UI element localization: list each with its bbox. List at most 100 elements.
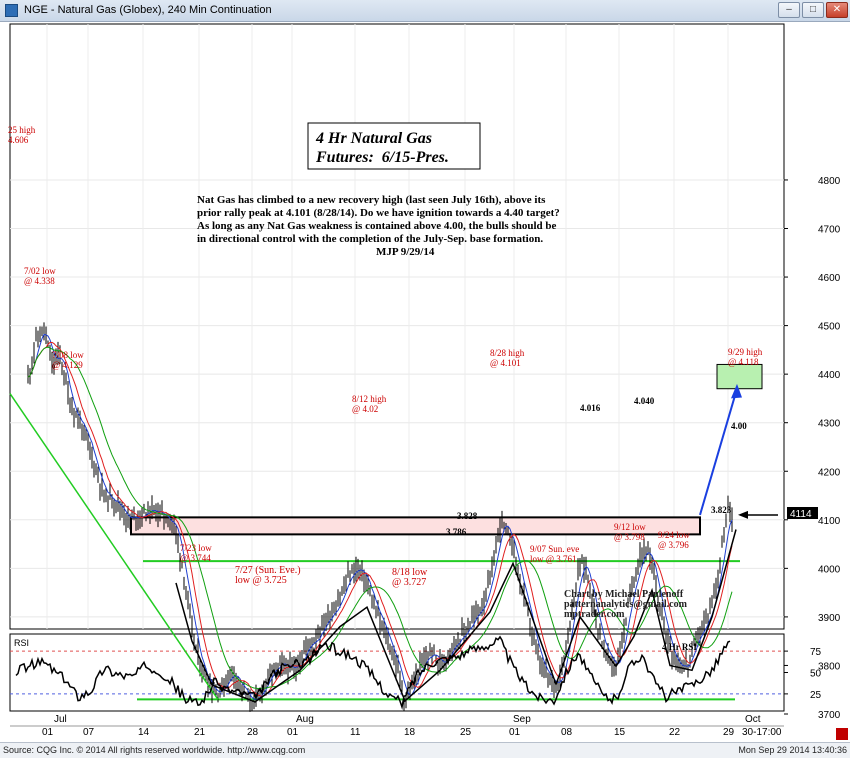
annotation-text: 3.828 (457, 511, 478, 521)
annotation-text: 8/12 high (352, 394, 387, 404)
commentary-line-2: prior rally peak at 4.101 (8/28/14). Do … (197, 207, 560, 219)
credit-line-2: patternanalytics@gmail.com (564, 599, 688, 610)
x-tick-label: 28 (247, 727, 259, 738)
annotation-text: 7/23 low (180, 543, 212, 553)
status-bar: Source: CQG Inc. © 2014 All rights reser… (0, 742, 850, 758)
x-tick-label: 01 (287, 727, 299, 738)
app-icon (5, 4, 18, 17)
annotation: 7/02 low@ 4.338 (24, 266, 56, 286)
scroll-right-icon[interactable] (836, 728, 848, 740)
x-tick-label: 18 (404, 727, 416, 738)
y-tick-label: 4000 (818, 564, 841, 575)
chart-title-line-1: 4 Hr Natural Gas (315, 130, 432, 147)
annotation-text: 4.606 (8, 135, 29, 145)
x-tick-label: 29 (723, 727, 735, 738)
y-axis: 4800 4700 4600 4500 4400 4300 4200 4100 4000 3900… (784, 176, 841, 721)
x-tick-label: 25 (460, 727, 472, 738)
rsi-series-label: 4 Hr RSI (662, 642, 697, 652)
annotation: 7/27 (Sun. Eve.)low @ 3.725 (235, 565, 301, 586)
x-month-label: Aug (296, 714, 314, 725)
y-tick-label: 3900 (818, 613, 841, 624)
window-titlebar: NGE - Natural Gas (Globex), 240 Min Cont… (0, 0, 850, 22)
close-button[interactable]: ✕ (826, 2, 848, 18)
x-tick-label: 07 (83, 727, 95, 738)
y-tick-label: 4800 (818, 176, 841, 187)
y-tick-label: 4500 (818, 322, 841, 333)
annotation-text: @ 4.129 (52, 360, 83, 370)
annotation-text: 7/27 (Sun. Eve.) (235, 565, 301, 576)
annotation: 8/28 high@ 4.101 (490, 348, 525, 368)
annotation: 9/12 low@ 3.798 (614, 522, 646, 542)
rsi-tick-label: 25 (810, 690, 822, 701)
annotation-text: 8/28 high (490, 348, 525, 358)
y-tick-label: 4600 (818, 273, 841, 284)
annotation: 8/12 high@ 4.02 (352, 394, 387, 414)
y-tick-label: 4400 (818, 370, 841, 381)
annotation-text: low @ 3.761 (530, 554, 577, 564)
annotation: 7/08 low@ 4.129 (52, 350, 84, 370)
commentary-line-1: Nat Gas has climbed to a new recovery hi… (197, 194, 546, 206)
annotation-text: 25 high (8, 125, 36, 135)
annotation-text: 9/12 low (614, 522, 646, 532)
ma-slow (27, 346, 733, 690)
rsi-tick-label: 50 (810, 669, 822, 680)
y-tick-label: 4100 (818, 516, 841, 527)
overlays (10, 363, 784, 701)
commentary-line-3: As long as any Nat Gas weakness is conta… (197, 220, 557, 232)
ma-medium (27, 341, 733, 697)
x-month-label: Jul (54, 714, 67, 725)
annotation-text: 7/02 low (24, 266, 56, 276)
annotation-text: 9/29 high (728, 347, 763, 357)
maximize-button[interactable]: □ (802, 2, 824, 18)
credit-line-3: mptrader.com (564, 609, 625, 620)
x-month-label: Oct (745, 714, 761, 725)
trendlines (9, 383, 778, 703)
chart-canvas: 4800 4700 4600 4500 4400 4300 4200 4100 4000 3900… (8, 23, 848, 740)
x-tick-label: 08 (561, 727, 573, 738)
pointer-arrow-icon (738, 510, 748, 519)
annotation: 4.016 (580, 403, 601, 413)
annotation-text: @ 3.798 (614, 532, 645, 542)
annotation: 4.00 (731, 421, 747, 431)
minimize-button[interactable]: – (778, 2, 800, 18)
x-tick-label: 01 (509, 727, 521, 738)
annotation-text: @ 3.727 (392, 577, 426, 588)
x-tick-label: 15 (614, 727, 626, 738)
annotation-text: 7/08 low (52, 350, 84, 360)
last-price-box (787, 507, 818, 520)
annotation: 4.040 (634, 396, 655, 406)
window-title: NGE - Natural Gas (Globex), 240 Min Cont… (24, 4, 272, 16)
annotation-text: 8/18 low (392, 567, 428, 578)
arrowhead-icon (731, 383, 742, 399)
resistance-zone-box (130, 516, 701, 536)
status-source: Source: CQG Inc. © 2014 All rights reser… (3, 745, 306, 755)
annotation: 7/23 low@ 3.744 (180, 543, 212, 563)
y-tick-label: 3700 (818, 710, 841, 721)
ma-fast (27, 333, 733, 700)
base-formation-line (175, 529, 737, 703)
grid (10, 24, 784, 629)
annotation-text: 3.786 (446, 527, 467, 537)
target-zone-box (716, 363, 763, 390)
annotation-text: @ 3.796 (658, 540, 689, 550)
rsi-label: RSI (14, 638, 29, 648)
downtrend-line (9, 393, 219, 700)
last-price-label: 4114 (790, 509, 812, 520)
rsi-tick-label: 75 (810, 647, 822, 658)
rsi-line (15, 635, 731, 710)
window-controls: – □ ✕ (776, 2, 848, 19)
rsi-indicator (15, 635, 731, 710)
annotation-text: @ 4.118 (728, 357, 759, 367)
annotation-text: 9/07 Sun. eve (530, 544, 579, 554)
annotation: 3.828 (457, 511, 478, 521)
status-timestamp: Mon Sep 29 2014 13:40:36 (738, 745, 847, 755)
chart-title-box (307, 122, 481, 170)
annotation-text: 4.00 (731, 421, 747, 431)
x-tick-label: 21 (194, 727, 206, 738)
annotation-text: @ 4.02 (352, 404, 378, 414)
target-projection-arrow (699, 388, 738, 516)
x-month-label: Sep (513, 714, 531, 725)
